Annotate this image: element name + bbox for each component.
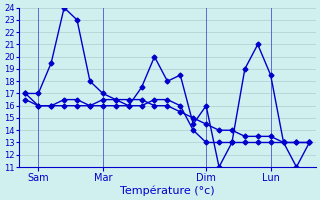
X-axis label: Température (°c): Température (°c) (120, 185, 215, 196)
